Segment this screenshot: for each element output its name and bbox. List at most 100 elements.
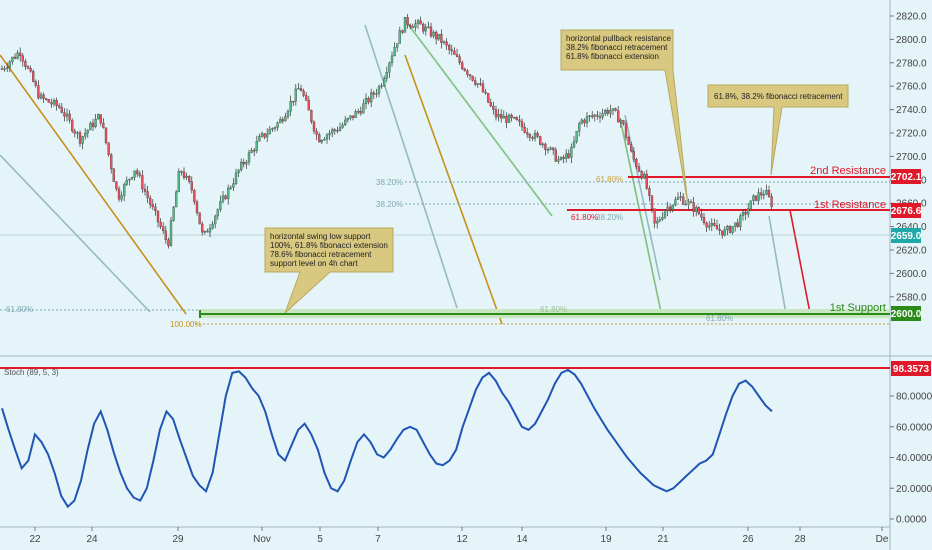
candle-body bbox=[536, 132, 539, 137]
candle-body bbox=[325, 134, 329, 140]
candle-body bbox=[190, 181, 193, 191]
candle-body bbox=[338, 127, 342, 131]
candle-body bbox=[125, 180, 128, 185]
price-tag-bg bbox=[891, 228, 921, 243]
candle-body bbox=[289, 100, 292, 112]
candle-body bbox=[471, 75, 474, 81]
candle-body bbox=[721, 230, 724, 236]
candle-body bbox=[533, 132, 537, 139]
candle-body bbox=[42, 94, 45, 99]
candle-body bbox=[684, 203, 687, 206]
candle-body bbox=[505, 115, 508, 123]
candle-body bbox=[294, 88, 297, 102]
candle-body bbox=[279, 119, 282, 123]
candle-body bbox=[624, 123, 628, 138]
candle-body bbox=[276, 122, 279, 128]
candle-body bbox=[736, 222, 739, 227]
candle-body bbox=[682, 196, 685, 205]
candle-body bbox=[380, 85, 383, 87]
candle-body bbox=[450, 49, 453, 52]
candle-body bbox=[739, 215, 742, 227]
candle-body bbox=[271, 128, 274, 130]
candle-body bbox=[263, 133, 266, 138]
price-axis: 2820.0 2800.0 2780.0 2760.0 2740.0 2720.0 2700… bbox=[890, 12, 927, 303]
candle-body bbox=[630, 144, 633, 152]
price-tag-bg bbox=[891, 169, 921, 184]
candle-body bbox=[494, 109, 498, 118]
candle-body bbox=[81, 136, 84, 144]
candle-body bbox=[648, 188, 651, 196]
price-tag-text: 2676.6 bbox=[891, 206, 922, 217]
candle-body bbox=[185, 176, 188, 178]
candle-body bbox=[390, 55, 394, 64]
callout-line: support level on 4h chart bbox=[270, 259, 358, 268]
date-tick-label: 5 bbox=[317, 534, 323, 545]
candle-body bbox=[318, 134, 321, 143]
candle-body bbox=[429, 26, 433, 37]
candle-body bbox=[344, 119, 347, 126]
candle-body bbox=[299, 88, 303, 92]
candle-body bbox=[11, 56, 14, 63]
candle-body bbox=[723, 229, 726, 236]
pullback-callout: horizontal pullback resistance 38.2% fib… bbox=[560, 29, 689, 206]
candle-body bbox=[445, 41, 448, 46]
candle-body bbox=[661, 217, 664, 220]
candle-body bbox=[315, 131, 318, 135]
price-tick-label: 2800.0 bbox=[896, 35, 927, 46]
candle-body bbox=[99, 114, 102, 124]
candle-body bbox=[76, 132, 79, 134]
candle-body bbox=[744, 212, 747, 215]
candle-body bbox=[455, 54, 459, 57]
fib-label: 61.80% bbox=[596, 175, 623, 184]
candle-body bbox=[364, 98, 368, 104]
candle-body bbox=[346, 118, 349, 121]
candle-body bbox=[523, 126, 526, 133]
candle-body bbox=[255, 141, 258, 151]
callout-box bbox=[264, 227, 394, 314]
price-tick-label: 2700.0 bbox=[896, 152, 927, 163]
candle-body bbox=[388, 62, 391, 73]
candle-body bbox=[435, 31, 438, 40]
candle-body bbox=[188, 176, 191, 182]
candle-body bbox=[557, 159, 560, 162]
candle-body bbox=[370, 92, 373, 103]
candle-body bbox=[180, 171, 183, 173]
candle-body bbox=[203, 230, 206, 233]
price-tag-stoch: 98.3573 bbox=[891, 361, 931, 376]
candle-body bbox=[567, 153, 570, 158]
candle-body bbox=[383, 78, 386, 86]
candle-body bbox=[635, 159, 638, 167]
candle-body bbox=[609, 110, 612, 114]
candle-body bbox=[219, 201, 222, 210]
candle-body bbox=[164, 230, 167, 240]
candle-body bbox=[617, 110, 620, 123]
stoch-tick-label: 20.0000 bbox=[896, 484, 932, 495]
candle-body bbox=[598, 116, 602, 118]
candle-body bbox=[198, 212, 201, 225]
candle-body bbox=[123, 184, 126, 196]
candle-body bbox=[146, 191, 149, 199]
candle-body bbox=[432, 31, 435, 37]
candle-body bbox=[208, 227, 212, 233]
candle-body bbox=[414, 23, 417, 28]
candle-body bbox=[489, 102, 492, 107]
price-tick-label: 2620.0 bbox=[896, 246, 927, 257]
candle-body bbox=[666, 206, 669, 211]
candle-body bbox=[406, 17, 409, 26]
candle-body bbox=[479, 83, 482, 85]
candle-body bbox=[458, 56, 461, 63]
candle-body bbox=[658, 219, 661, 222]
candle-body bbox=[19, 52, 22, 56]
candle-body bbox=[29, 68, 32, 72]
candle-body bbox=[357, 111, 360, 113]
candle-body bbox=[104, 127, 108, 143]
candle-body bbox=[767, 189, 771, 197]
candle-body bbox=[154, 206, 157, 212]
candle-body bbox=[107, 142, 110, 155]
candle-body bbox=[398, 30, 401, 44]
candle-body bbox=[591, 115, 594, 117]
candle-body bbox=[728, 226, 732, 233]
candle-body bbox=[214, 215, 217, 225]
candle-body bbox=[341, 124, 344, 128]
